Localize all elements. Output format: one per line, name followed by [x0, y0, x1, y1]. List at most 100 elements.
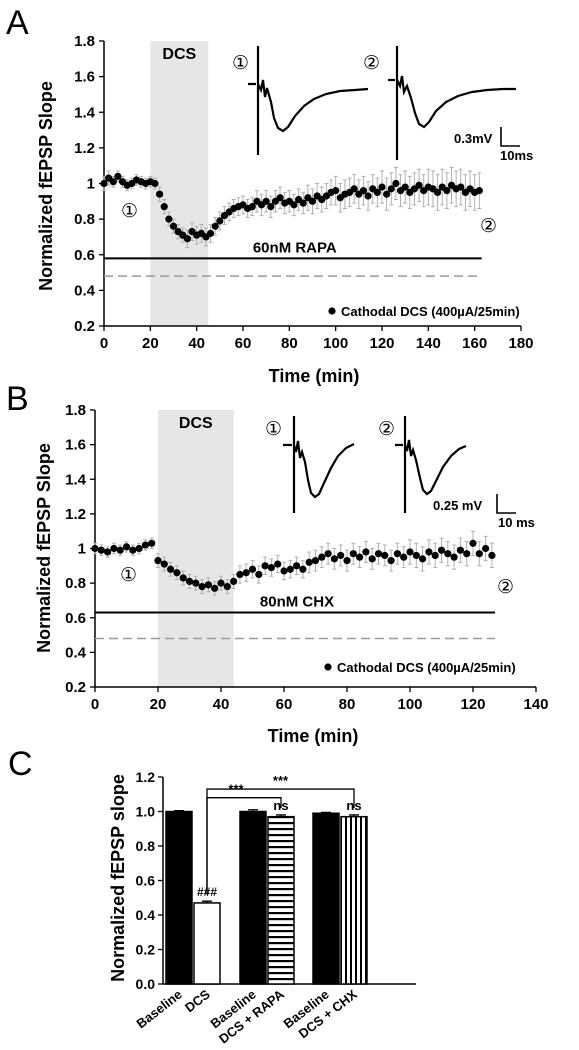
data-point — [223, 582, 231, 591]
fepsp-trace-1 — [248, 46, 369, 155]
data-point — [362, 548, 370, 556]
bar — [239, 810, 267, 985]
data-point — [412, 551, 420, 560]
data-point — [230, 577, 238, 585]
data-point — [151, 179, 159, 188]
x-tick-label: 80 — [339, 696, 356, 713]
x-tick-label: 60 — [235, 335, 252, 352]
legend-marker — [328, 307, 336, 315]
y-tick-label: 0.6 — [136, 873, 156, 889]
data-point — [274, 560, 282, 568]
x-category-label: Baseline — [133, 987, 184, 1032]
data-point — [267, 563, 275, 572]
y-tick-label: 0.6 — [65, 610, 86, 627]
y-tick-label: 0.4 — [136, 907, 156, 923]
data-point — [425, 548, 433, 556]
data-point — [387, 557, 395, 565]
x-category-label: DCS — [182, 986, 213, 1015]
y-tick-label: 1.6 — [65, 437, 86, 454]
marker-1-label: ① — [120, 565, 137, 586]
data-point — [185, 577, 194, 585]
data-point — [431, 551, 439, 560]
data-point — [100, 179, 108, 188]
bar-error — [174, 809, 184, 812]
scale-bar — [496, 494, 516, 514]
scale-bar-voltage: 0.3mV — [454, 131, 493, 146]
data-point — [109, 178, 117, 186]
y-axis-label: Normalized fEPSP Slope — [36, 81, 56, 291]
x-tick-label: 80 — [281, 335, 298, 352]
x-tick-label: 40 — [213, 696, 230, 713]
data-point — [343, 557, 351, 565]
data-point — [364, 192, 372, 200]
x-tick-label: 140 — [416, 335, 441, 352]
x-tick-label: 100 — [323, 335, 348, 352]
significance-bracket — [206, 788, 355, 895]
data-point — [267, 203, 275, 211]
x-tick-label: 40 — [188, 335, 205, 352]
data-point — [122, 543, 131, 551]
scale-bar-voltage: 0.25 mV — [433, 498, 482, 513]
bar-error — [349, 814, 359, 817]
x-tick-label: 180 — [508, 335, 533, 352]
y-axis-label: Normalized fEPSP slope — [108, 774, 128, 982]
x-axis-label: Time (min) — [268, 726, 359, 746]
data-point — [463, 550, 471, 558]
data-point — [392, 179, 400, 188]
data-point — [406, 548, 414, 556]
bar-error — [276, 814, 286, 817]
panel-label-b: B — [6, 380, 29, 418]
x-tick-label: 120 — [460, 696, 485, 713]
data-point — [469, 539, 477, 547]
legend-text: Cathodal DCS (400µA/25min) — [341, 304, 520, 319]
scale-bar-time: 10 ms — [498, 515, 535, 530]
bar — [340, 815, 368, 985]
data-point — [349, 550, 357, 558]
data-point — [183, 235, 191, 243]
fepsp-trace-1 — [283, 416, 355, 513]
bar — [312, 812, 340, 985]
data-point — [456, 546, 464, 554]
data-point — [374, 550, 383, 558]
panel-b-chart: DCS 0.2 0.4 0.6 0.8 1 1.2 1.4 1.6 1.8 0 20 40 60 80 1… — [34, 402, 549, 746]
x-axis-ticks: 0 20 40 60 80 100 120 140 160 180 — [100, 326, 534, 352]
y-tick-label: 0.2 — [65, 679, 86, 696]
y-tick-label: 1.2 — [136, 769, 156, 785]
data-point — [97, 546, 105, 554]
dcs-shaded-region — [150, 41, 209, 326]
data-point — [154, 557, 162, 565]
fepsp-trace-2 — [395, 416, 467, 513]
data-point — [359, 187, 368, 195]
data-point — [236, 570, 244, 579]
data-point — [242, 569, 250, 577]
data-point — [135, 544, 143, 553]
data-point — [383, 190, 391, 198]
data-point — [400, 553, 408, 561]
y-tick-label: 1.4 — [65, 471, 87, 488]
y-tick-label: 0.0 — [136, 976, 156, 992]
data-point — [192, 579, 200, 587]
data-point — [330, 555, 338, 563]
inset-marker-2: ② — [363, 53, 380, 74]
y-tick-label: 0.6 — [74, 247, 95, 264]
drug-label: 60nM RAPA — [253, 239, 337, 256]
data-point — [356, 553, 364, 561]
x-tick-label: 120 — [369, 335, 394, 352]
data-point — [290, 201, 298, 209]
data-point — [305, 558, 313, 566]
data-points — [100, 172, 483, 243]
data-point — [198, 582, 206, 591]
data-point — [444, 550, 452, 558]
y-tick-label: 1.8 — [65, 402, 86, 419]
scale-bar — [500, 127, 520, 147]
data-point — [211, 584, 219, 592]
data-point — [318, 553, 326, 561]
inset-marker-1: ① — [232, 53, 249, 74]
data-point — [415, 181, 423, 189]
y-tick-label: 1.0 — [136, 804, 156, 820]
data-point — [457, 183, 465, 191]
data-point — [280, 567, 288, 575]
y-axis-ticks: 0.2 0.4 0.6 0.8 1 1.2 1.4 1.6 1.8 — [65, 402, 95, 696]
x-tick-label: 160 — [462, 335, 487, 352]
